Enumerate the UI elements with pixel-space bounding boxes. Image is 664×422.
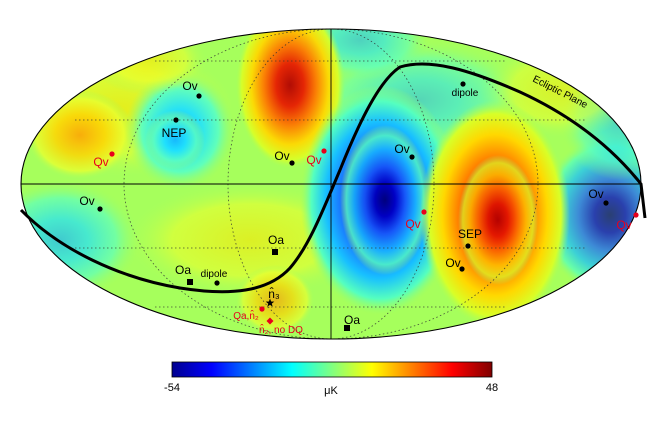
marker-label-qv-4: Qv — [616, 218, 631, 232]
marker-ov-2-circle — [289, 160, 295, 166]
marker-nep-circle — [173, 117, 179, 123]
marker-qv-2-circle — [321, 148, 327, 154]
marker-oa-3-square — [344, 325, 350, 331]
marker-label-qa-n2: Qa,n̂₂ — [233, 308, 259, 322]
marker-oa-2-square — [187, 279, 193, 285]
marker-label-n2-nodq: n̂₂, no DQ — [259, 322, 303, 336]
marker-label-ov-3: Ov — [79, 194, 94, 208]
marker-qv-3-circle — [421, 209, 427, 215]
sky-outline — [20, 28, 642, 340]
marker-ov-3-circle — [97, 206, 103, 212]
marker-label-oa-1: Oa — [268, 233, 284, 247]
colorbar-max-label: 48 — [486, 382, 498, 394]
marker-sep-circle — [465, 243, 471, 249]
marker-label-ov-2: Ov — [274, 149, 289, 163]
marker-ov-4-circle — [409, 154, 415, 160]
marker-oa-1-square — [272, 249, 278, 255]
marker-qv-1-circle — [109, 151, 115, 157]
marker-label-nep: NEP — [162, 126, 187, 140]
marker-label-dipole-south: dipole — [201, 269, 228, 280]
marker-qv-4-circle — [633, 212, 639, 218]
marker-ov-5-circle — [459, 266, 465, 272]
marker-label-ov-6: Ov — [588, 187, 603, 201]
marker-qa-n2-circle — [259, 306, 265, 312]
marker-ov-1-circle — [196, 93, 202, 99]
marker-label-qv-2: Qv — [306, 153, 321, 167]
marker-label-oa-3: Oa — [344, 313, 360, 327]
marker-dipole-south-circle — [214, 280, 220, 286]
ecliptic-plane-curve — [19, 62, 647, 294]
marker-label-sep: SEP — [458, 227, 482, 241]
marker-dipole-north-circle — [460, 81, 466, 87]
colorbar: -54 48 μK — [164, 361, 498, 397]
marker-label-ov-5: Ov — [445, 256, 460, 270]
colorbar-min-label: -54 — [164, 382, 180, 394]
marker-ov-6-circle — [603, 200, 609, 206]
colorbar-gradient — [171, 361, 493, 378]
colorbar-unit-label: μK — [324, 385, 338, 397]
marker-label-ov-1: Ov — [182, 79, 197, 93]
marker-n2-nodq-diamond — [266, 317, 274, 325]
marker-label-qv-3: Qv — [405, 217, 420, 231]
marker-label-qv-1: Qv — [93, 155, 108, 169]
marker-label-ov-4: Ov — [394, 142, 409, 156]
graticule-center-lines — [21, 29, 641, 339]
marker-label-dipole-north: dipole — [452, 88, 479, 99]
sky-map — [21, 29, 641, 339]
marker-label-n3: n̂₃ — [268, 286, 280, 301]
marker-label-oa-2: Oa — [175, 263, 191, 277]
marker-n3-star — [265, 298, 275, 307]
